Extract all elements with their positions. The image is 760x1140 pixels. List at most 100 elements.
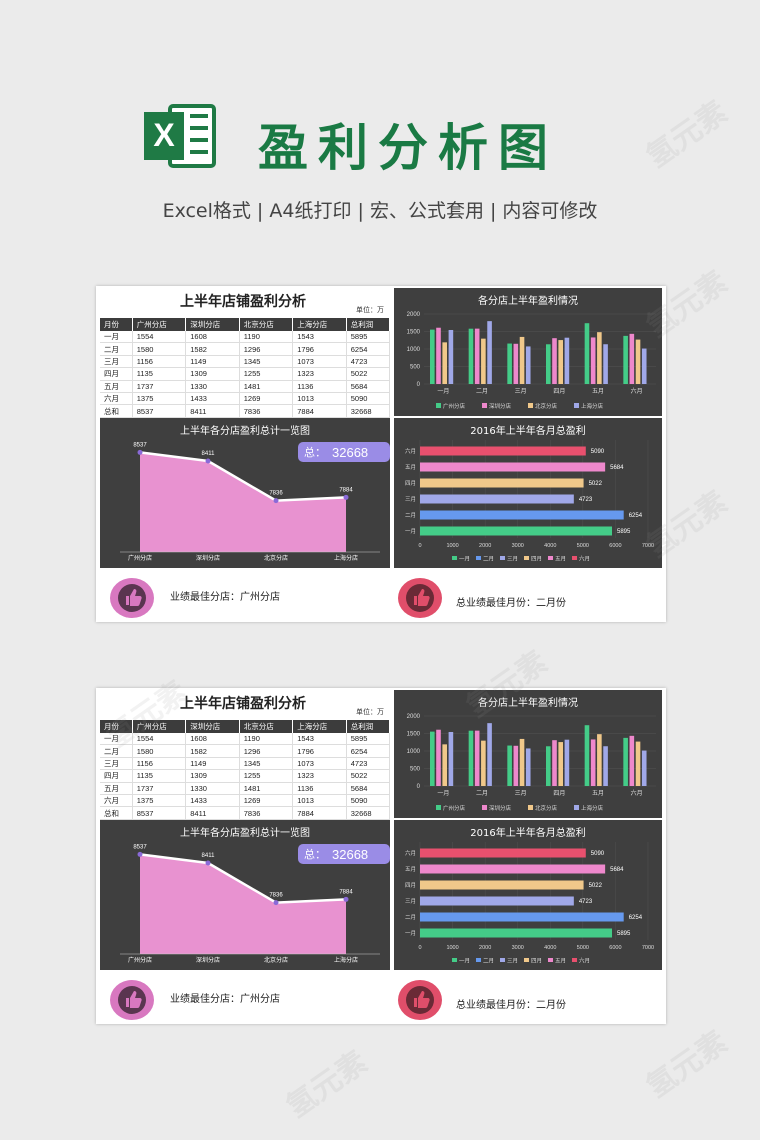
- bar: [525, 748, 531, 786]
- table-cell: 1136: [292, 380, 347, 393]
- y-tick-label: 五月: [405, 464, 416, 471]
- legend-swatch: [548, 556, 553, 560]
- table-header-row: 月份 广州分店 深圳分店 北京分店 上海分店 总利润: [100, 318, 391, 331]
- y-tick-label: 四月: [405, 480, 416, 487]
- bar: [430, 329, 435, 384]
- data-label: 5022: [589, 481, 603, 487]
- legend-swatch: [500, 958, 505, 962]
- bar: [519, 738, 525, 786]
- bar: [546, 344, 551, 384]
- x-tick-label: 二月: [476, 388, 488, 395]
- legend-label: 广州分店: [443, 804, 466, 812]
- total-badge: [298, 844, 390, 864]
- column-header: 深圳分店: [185, 318, 240, 331]
- legend-swatch: [500, 556, 505, 560]
- data-label: 4723: [579, 899, 593, 905]
- data-label: 6254: [629, 513, 643, 519]
- x-tick-label: 6000: [609, 543, 621, 549]
- x-tick-label: 北京分店: [264, 554, 288, 562]
- bar: [641, 750, 647, 786]
- table-cell: 5684: [346, 380, 391, 393]
- bar: [430, 731, 435, 786]
- x-tick-label: 1000: [446, 543, 458, 549]
- table-cell: 1737: [132, 782, 187, 795]
- bar: [564, 739, 570, 786]
- x-tick-label: 六月: [631, 789, 643, 797]
- chart-title: 上半年各分店盈利总计一览图: [180, 426, 310, 437]
- legend-swatch: [548, 958, 553, 962]
- table-cell: 1309: [185, 769, 240, 783]
- x-tick-label: 5000: [577, 543, 589, 549]
- x-tick-label: 上海分店: [334, 554, 358, 562]
- x-tick-label: 3000: [512, 543, 524, 549]
- x-tick-label: 五月: [592, 388, 604, 395]
- table-cell: 总和: [100, 806, 133, 820]
- table-cell: 7836: [239, 806, 294, 820]
- table-cell: 五月: [100, 782, 133, 795]
- table-title: 上半年店铺盈利分析: [180, 696, 306, 712]
- column-header: 总利润: [346, 720, 391, 733]
- column-header: 上海分店: [292, 318, 347, 331]
- table-cell: 6254: [346, 342, 391, 356]
- bar: [629, 735, 635, 786]
- table-cell: 1190: [239, 733, 294, 746]
- bar: [584, 725, 590, 786]
- watermark: 氢元素: [280, 1044, 374, 1126]
- y-tick-label: 1500: [407, 732, 421, 738]
- table-cell: 1375: [132, 392, 187, 406]
- y-tick-label: 四月: [405, 882, 416, 889]
- legend-swatch: [452, 958, 457, 962]
- chart-title: 各分店上半年盈利情况: [478, 698, 578, 709]
- month-total-bar-chart: 0 1000 2000 3000 4000 5000 6000 7000 5895 一月 6254 二…: [405, 440, 654, 563]
- table-cell: 5022: [346, 769, 391, 783]
- legend-swatch: [524, 556, 529, 560]
- legend-label: 北京分店: [535, 402, 558, 410]
- bar: [481, 740, 486, 786]
- excel-icon: X: [144, 104, 216, 168]
- legend-label: 北京分店: [535, 804, 558, 812]
- table-cell: 7884: [292, 404, 347, 418]
- bar: [584, 323, 590, 384]
- best-month-label: 总业绩最佳月份：二月份: [456, 598, 566, 609]
- best-branch-label: 业绩最佳分店：广州分店: [170, 592, 280, 603]
- table-cell: 5022: [346, 367, 391, 381]
- x-tick-label: 0: [418, 543, 421, 549]
- column-header: 上海分店: [292, 720, 347, 733]
- data-label: 7836: [269, 893, 283, 899]
- data-point: [343, 494, 349, 500]
- table-row: 六月 1375 1433 1269 1013 5090: [100, 392, 391, 406]
- bar: [420, 880, 584, 890]
- data-point: [137, 851, 143, 857]
- legend-swatch: [452, 556, 457, 560]
- y-tick-label: 二月: [405, 512, 416, 519]
- legend-swatch: [436, 403, 441, 408]
- chart-title: 2016年上半年各月总盈利: [470, 828, 586, 839]
- bar: [474, 328, 480, 384]
- area-fill: [140, 452, 346, 552]
- x-tick-label: 5000: [577, 945, 589, 951]
- legend-swatch: [528, 805, 533, 810]
- legend-label: 三月: [507, 556, 518, 563]
- table-cell: 1433: [185, 794, 240, 808]
- table-row: 总和 8537 8411 7836 7884 32668: [100, 806, 391, 820]
- y-tick-label: 2000: [407, 312, 421, 318]
- table-row: 五月 1737 1330 1481 1136 5684: [100, 782, 391, 795]
- bar: [468, 730, 474, 786]
- table-cell: 1608: [185, 331, 240, 344]
- x-tick-label: 深圳分店: [196, 554, 220, 562]
- table-cell: 1582: [185, 744, 240, 758]
- thumbs-up-icon: [110, 578, 154, 618]
- legend-label: 四月: [531, 556, 542, 563]
- table-cell: 1433: [185, 392, 240, 406]
- bar: [420, 526, 613, 536]
- total-badge: [298, 442, 390, 462]
- table-cell: 1296: [239, 744, 294, 758]
- table-cell: 1073: [292, 757, 347, 771]
- x-tick-label: 广州分店: [128, 956, 152, 964]
- bar: [558, 340, 563, 384]
- data-label: 6254: [629, 915, 643, 921]
- branch-total-area-chart: 8537 广州分店 8411 深圳分店 7836 北京分店 7884 上海分店 总： 32668: [120, 844, 390, 964]
- table-cell: 8411: [185, 404, 240, 418]
- legend-label: 深圳分店: [489, 402, 512, 410]
